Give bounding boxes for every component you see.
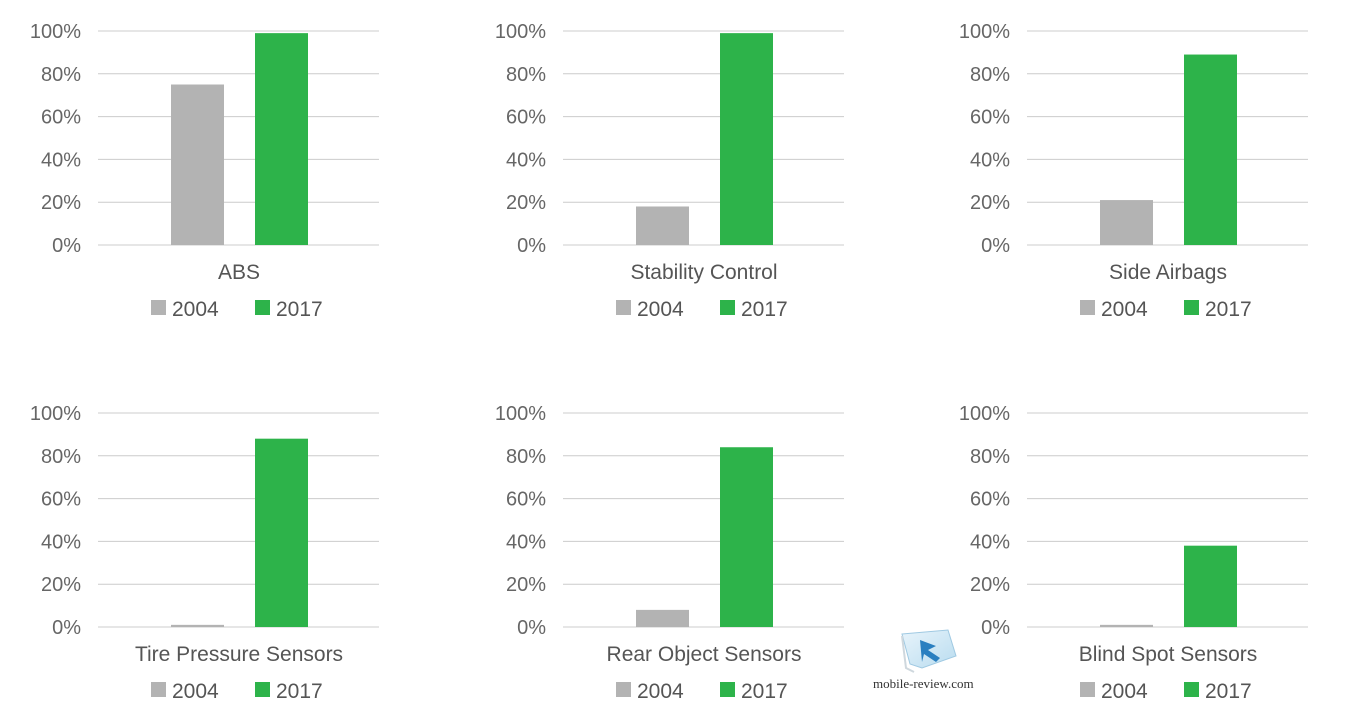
bar-2004 — [1100, 200, 1153, 245]
category-label: Side Airbags — [1109, 261, 1227, 284]
legend-swatch — [720, 682, 735, 697]
category-label: Stability Control — [630, 261, 777, 284]
y-tick-label: 40% — [970, 531, 1010, 553]
y-tick-label: 100% — [30, 21, 81, 43]
legend-swatch — [1184, 682, 1199, 697]
bar-2004 — [636, 609, 689, 627]
y-tick-label: 0% — [981, 235, 1010, 257]
y-tick-label: 20% — [970, 574, 1010, 596]
chart-panel: 0% 20% 40% 60% 80% 100% Blind Spot Sensors 2004… — [959, 403, 1308, 703]
legend-label: 2017 — [1205, 680, 1252, 703]
y-tick-label: 60% — [506, 107, 546, 129]
category-label: ABS — [218, 261, 260, 284]
y-tick-label: 100% — [30, 403, 81, 425]
y-tick-label: 40% — [970, 149, 1010, 171]
bar-2004 — [171, 84, 224, 245]
legend-swatch — [255, 682, 270, 697]
legend-swatch — [1080, 300, 1095, 315]
bar-2017 — [1184, 545, 1237, 627]
y-tick-label: 80% — [970, 64, 1010, 86]
y-tick-label: 0% — [52, 235, 81, 257]
bar-2017 — [255, 438, 308, 627]
y-tick-label: 80% — [506, 64, 546, 86]
bar-2017 — [720, 33, 773, 245]
legend-swatch — [255, 300, 270, 315]
legend-label: 2004 — [172, 298, 219, 321]
y-tick-label: 20% — [41, 192, 81, 214]
y-tick-label: 40% — [506, 149, 546, 171]
legend-swatch — [616, 682, 631, 697]
legend-swatch — [1080, 682, 1095, 697]
legend-swatch — [151, 300, 166, 315]
legend-label: 2004 — [1101, 680, 1148, 703]
bar-2004 — [171, 624, 224, 627]
y-tick-label: 80% — [506, 446, 546, 468]
watermark-text: mobile-review.com — [873, 676, 974, 691]
y-tick-label: 100% — [495, 21, 546, 43]
y-tick-label: 100% — [495, 403, 546, 425]
chart-panel: 0% 20% 40% 60% 80% 100% ABS 2004 2017 — [30, 21, 379, 321]
y-tick-label: 0% — [517, 235, 546, 257]
y-tick-label: 20% — [41, 574, 81, 596]
chart-panel: 0% 20% 40% 60% 80% 100% Tire Pressure Sensors 2… — [30, 403, 379, 703]
y-tick-label: 100% — [959, 21, 1010, 43]
legend-label: 2004 — [637, 298, 684, 321]
y-tick-label: 40% — [41, 149, 81, 171]
y-tick-label: 60% — [970, 107, 1010, 129]
y-tick-label: 60% — [506, 489, 546, 511]
watermark-logo-icon — [901, 629, 957, 673]
category-label: Tire Pressure Sensors — [135, 643, 343, 666]
bar-2017 — [720, 447, 773, 627]
y-tick-label: 20% — [970, 192, 1010, 214]
y-tick-label: 80% — [41, 64, 81, 86]
category-label: Blind Spot Sensors — [1079, 643, 1258, 666]
legend-label: 2017 — [1205, 298, 1252, 321]
bar-2004 — [1100, 624, 1153, 627]
legend-label: 2017 — [741, 680, 788, 703]
y-tick-label: 0% — [52, 617, 81, 639]
legend-label: 2004 — [172, 680, 219, 703]
bar-2004 — [636, 206, 689, 245]
y-tick-label: 60% — [41, 107, 81, 129]
legend-label: 2017 — [741, 298, 788, 321]
y-tick-label: 40% — [41, 531, 81, 553]
y-tick-label: 100% — [959, 403, 1010, 425]
y-tick-label: 40% — [506, 531, 546, 553]
y-tick-label: 60% — [41, 489, 81, 511]
y-tick-label: 20% — [506, 192, 546, 214]
y-tick-label: 80% — [970, 446, 1010, 468]
legend-swatch — [1184, 300, 1199, 315]
chart-panel: 0% 20% 40% 60% 80% 100% Side Airbags 2004 2017 — [959, 21, 1308, 321]
legend-label: 2017 — [276, 680, 323, 703]
legend-label: 2004 — [1101, 298, 1148, 321]
bar-2017 — [255, 33, 308, 245]
legend-swatch — [616, 300, 631, 315]
chart-panel: 0% 20% 40% 60% 80% 100% Rear Object Sensors 200… — [495, 403, 844, 703]
legend-label: 2017 — [276, 298, 323, 321]
chart-panel: 0% 20% 40% 60% 80% 100% Stability Control 2004 2… — [495, 21, 844, 321]
bar-2017 — [1184, 54, 1237, 245]
legend-label: 2004 — [637, 680, 684, 703]
y-tick-label: 60% — [970, 489, 1010, 511]
y-tick-label: 0% — [981, 617, 1010, 639]
legend-swatch — [720, 300, 735, 315]
y-tick-label: 0% — [517, 617, 546, 639]
y-tick-label: 80% — [41, 446, 81, 468]
y-tick-label: 20% — [506, 574, 546, 596]
category-label: Rear Object Sensors — [607, 643, 802, 666]
legend-swatch — [151, 682, 166, 697]
